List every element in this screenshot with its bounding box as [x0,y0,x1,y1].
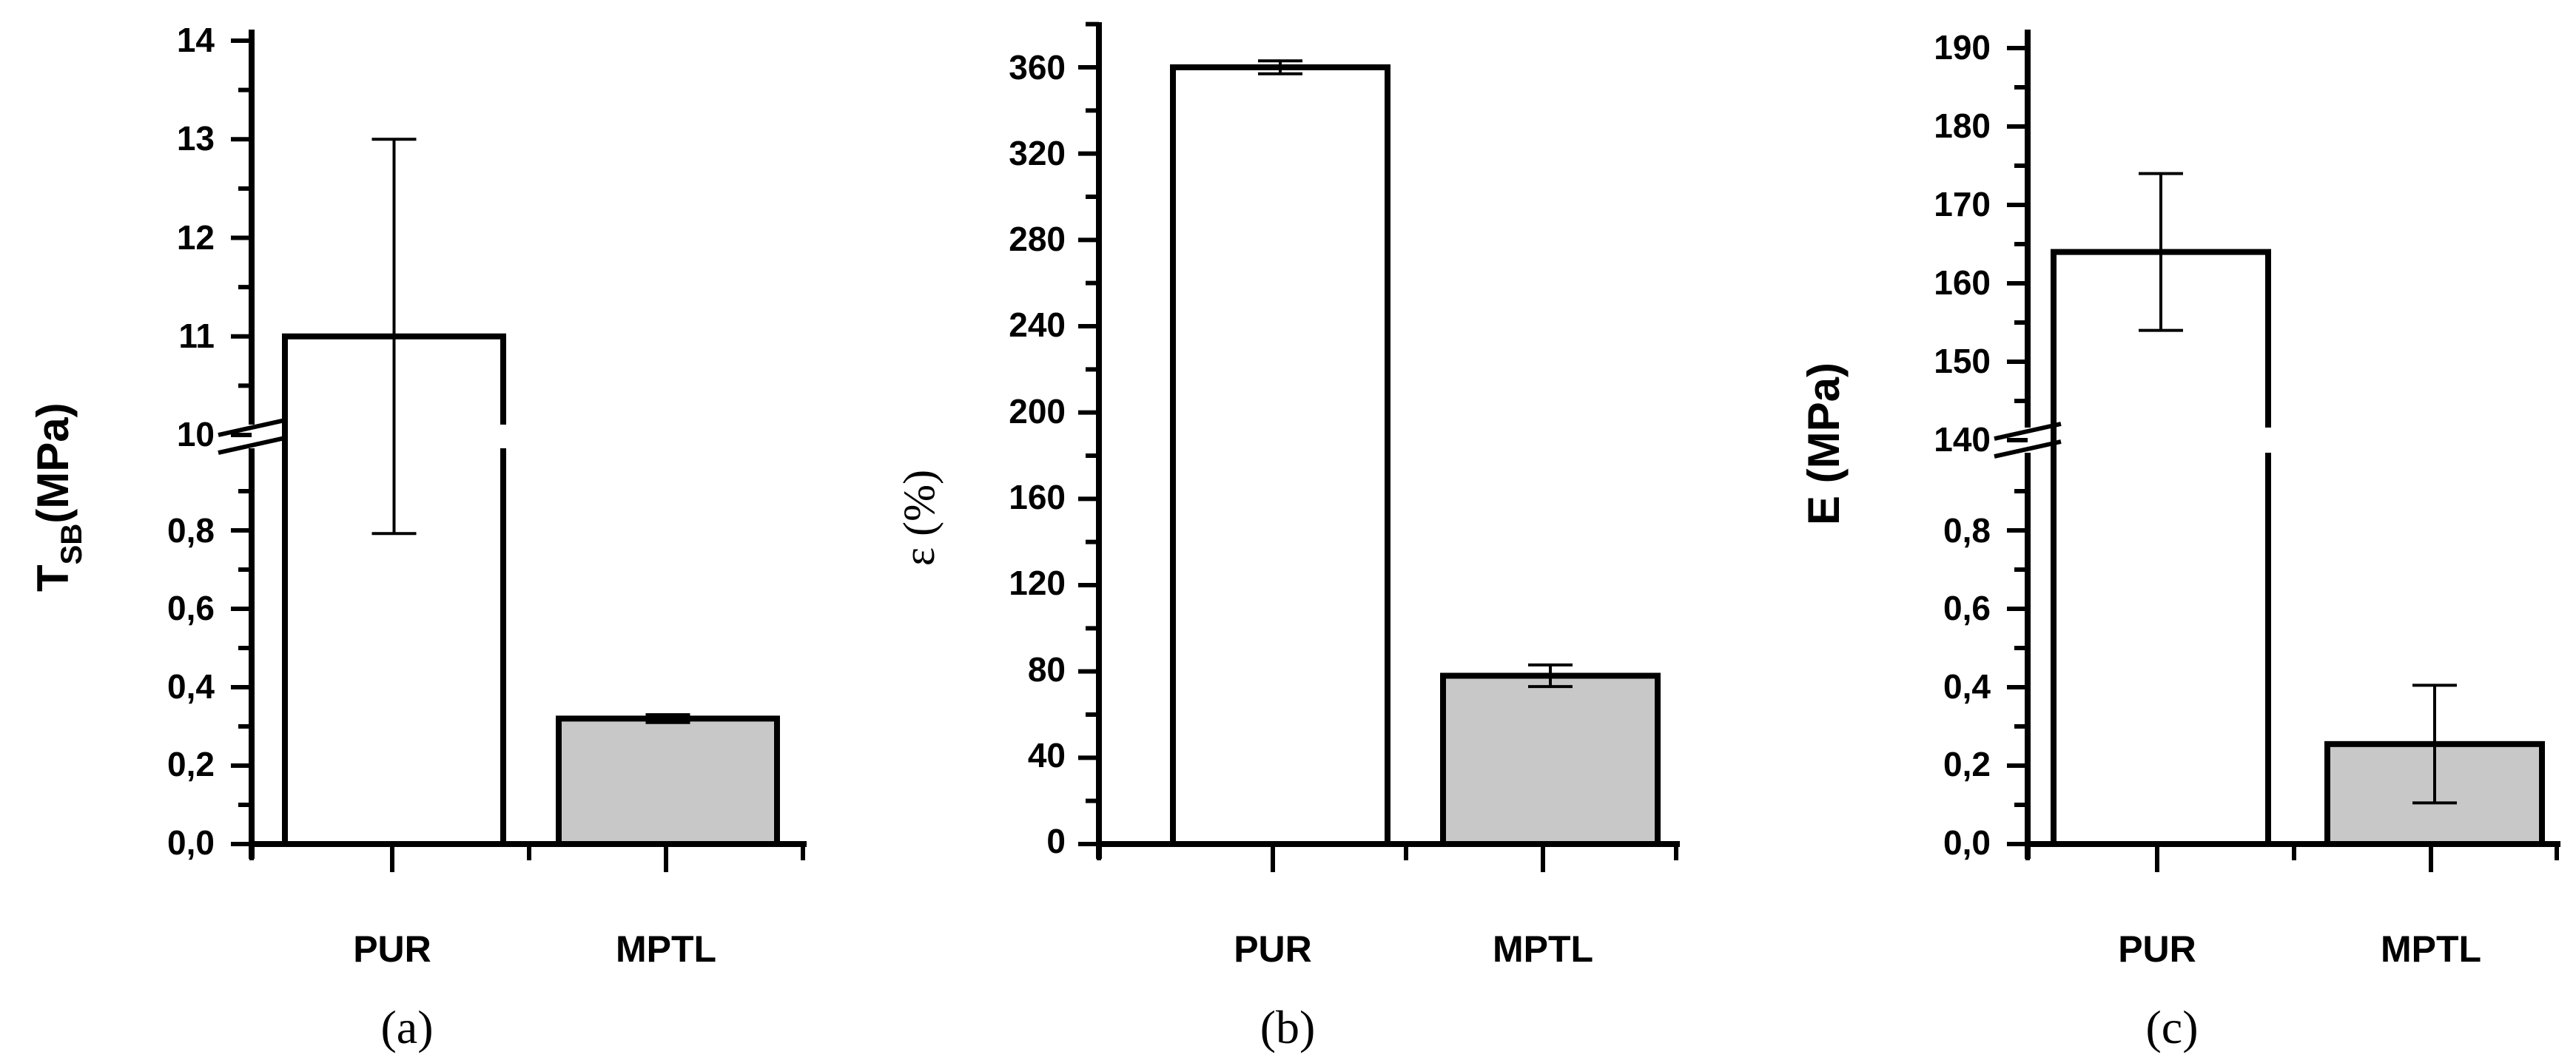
b-tick-label-40: 40 [1028,736,1066,775]
a-tick-label-11: 11 [178,317,215,355]
c-tick-label-0-2: 0,2 [1943,745,1991,783]
a-category-label-pur: PUR [353,928,431,970]
c-axis-break-mark-0 [1994,422,2062,441]
b-category-label-pur: PUR [1234,928,1312,970]
panel-a: 14 13 12 11 10 0,8 0,6 0,4 0,2 0,0 PUR M… [28,21,807,1053]
a-category-label-mptl: MPTL [616,928,716,970]
a-tick-label-14: 14 [177,21,215,59]
c-tick-label-0-8: 0,8 [1943,511,1991,550]
b-tick-label-80: 80 [1028,650,1066,689]
b-tick-label-0: 0 [1046,822,1066,860]
a-tick-label-12: 12 [177,218,215,257]
c-tick-label-0-6: 0,6 [1943,589,1991,627]
c-tick-label-170: 170 [1934,185,1991,223]
a-bar-mptl [556,715,780,848]
a-tick-label-0-4: 0,4 [167,667,215,706]
b-category-label-mptl: MPTL [1493,928,1593,970]
b-tick-label-240: 240 [1009,306,1066,344]
c-tick-label-0-4: 0,4 [1943,667,1991,706]
b-bar-pur [1170,64,1390,847]
c-tick-label-180: 180 [1934,107,1991,145]
c-bar-fill-pur [2054,252,2268,845]
c-category-label-pur: PUR [2118,928,2196,970]
a-tick-label-0-8: 0,8 [167,511,215,550]
panel-c: 190 180 170 160 150 140 0,8 0,6 0,4 0,2 … [1799,28,2560,1053]
a-axis-break-mark-1 [218,436,286,455]
c-panel-label: (c) [2145,1001,2198,1053]
b-tick-label-120: 120 [1009,564,1066,602]
b-y-axis-title: ε (%) [895,470,944,566]
svg-text:ε (%): ε (%) [895,470,944,566]
a-y-axis-title-sub: SB [56,524,88,565]
b-bar-mptl [1440,672,1661,847]
b-tick-label-360: 360 [1009,48,1066,87]
c-tick-label-140: 140 [1934,420,1991,459]
a-y-axis-title-main: T [28,564,78,592]
c-y-axis-title: E (MPa) [1799,362,1849,525]
b-tick-label-320: 320 [1009,134,1066,172]
a-tick-label-10: 10 [177,415,215,453]
b-tick-label-280: 280 [1009,220,1066,258]
b-tick-label-200: 200 [1009,392,1066,431]
c-tick-label-0-0: 0,0 [1943,823,1991,862]
a-tick-label-0-6: 0,6 [167,589,215,627]
b-tick-label-160: 160 [1009,478,1066,516]
a-axis-break-mark-0 [218,418,286,437]
a-tick-label-13: 13 [177,119,215,158]
a-tick-label-0-0: 0,0 [167,823,215,862]
c-axis-break-mark-1 [1994,439,2062,459]
a-tick-label-0-2: 0,2 [167,745,215,783]
b-panel-label: (b) [1260,1001,1316,1053]
panel-b: 360 320 280 240 200 160 120 80 40 0 PUR … [895,21,1680,1053]
svg-text:E (MPa): E (MPa) [1799,362,1849,525]
c-category-label-mptl: MPTL [2381,928,2481,970]
a-y-axis-title-unit: (MPa) [28,402,78,523]
a-y-axis-title: TSB(MPa) [28,402,88,592]
c-tick-label-190: 190 [1934,28,1991,67]
a-panel-label: (a) [380,1001,433,1053]
svg-text:TSB(MPa): TSB(MPa) [28,402,88,592]
c-tick-label-150: 150 [1934,342,1991,380]
c-tick-label-160: 160 [1934,263,1991,302]
